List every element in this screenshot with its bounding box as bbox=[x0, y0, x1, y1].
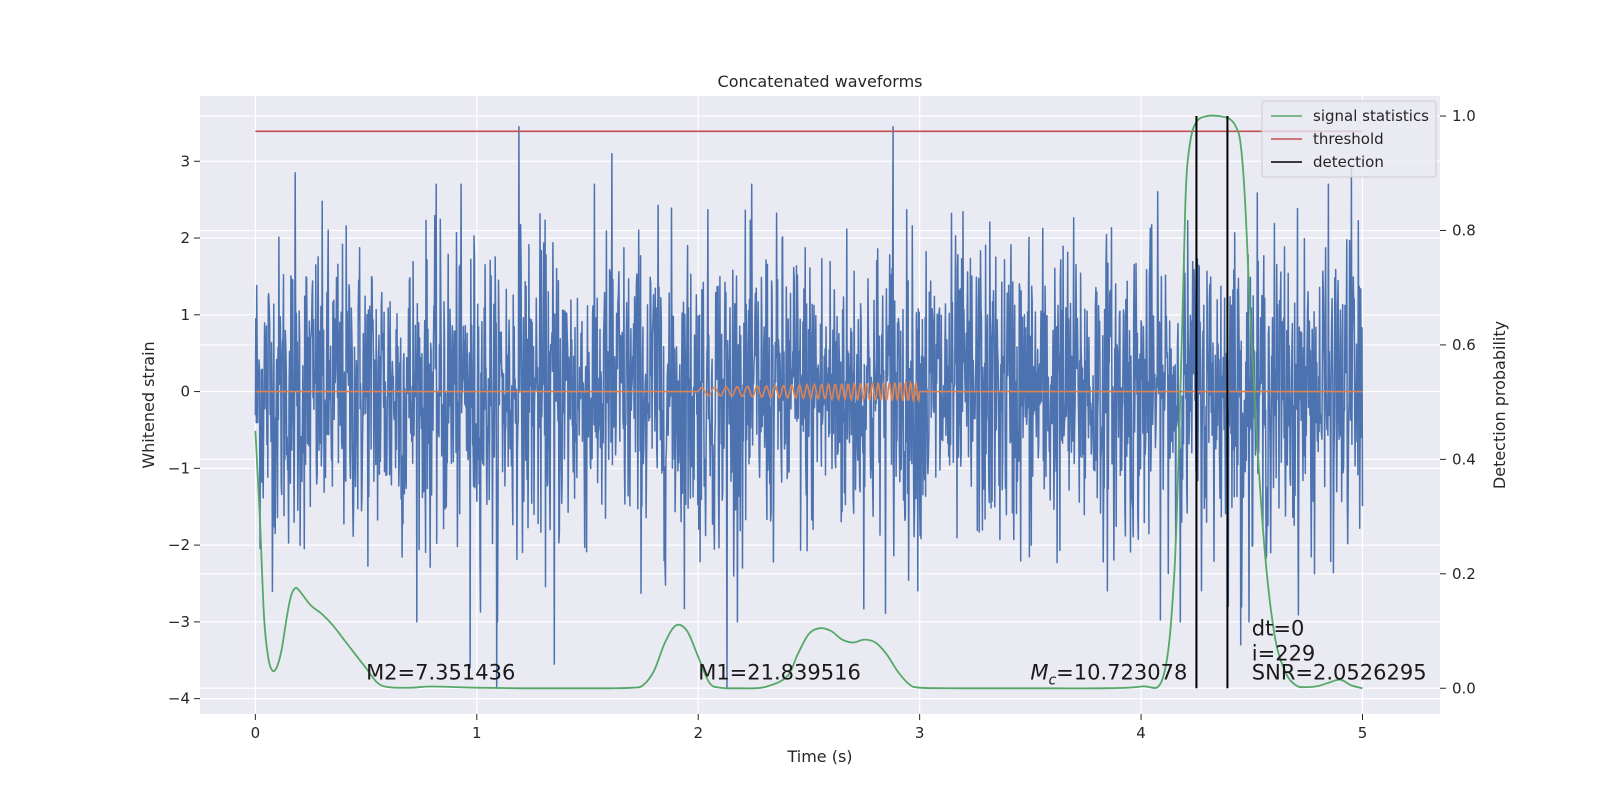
y-tick-label-5: −2 bbox=[168, 536, 190, 554]
whitened-strain-line bbox=[254, 125, 1364, 688]
y-right-tick-label-4: 0.2 bbox=[1452, 565, 1476, 583]
y-tick-label-1: 2 bbox=[180, 229, 190, 247]
detection-lines bbox=[1195, 116, 1229, 689]
annotation-1: M1=21.839516 bbox=[698, 660, 861, 684]
annotation-4: i=229 bbox=[1252, 641, 1316, 665]
annotations: M2=7.351436 M1=21.839516 Mc=10.723078 dt=0i… bbox=[366, 617, 1427, 689]
y-tick-label-3: 0 bbox=[180, 383, 190, 401]
x-tick-label-3: 3 bbox=[915, 724, 925, 742]
y-tick-label-6: −3 bbox=[168, 613, 190, 631]
x-axis-title: Time (s) bbox=[786, 747, 852, 766]
y-tick-label-4: −1 bbox=[168, 459, 190, 477]
signal-statistics-series bbox=[254, 114, 1363, 690]
annotation-0: M2=7.351436 bbox=[366, 660, 515, 684]
y-right-tick-label-1: 0.8 bbox=[1452, 221, 1476, 239]
annotation-3: dt=0 bbox=[1252, 617, 1305, 641]
y-right-tick-label-2: 0.6 bbox=[1452, 336, 1476, 354]
axes-ticks: 0 1 2 3 4 5 3 2 1 0 −1 −2 −3 −4 1.0 0.8 0.6 0.4 0.2 0.0 bbox=[168, 107, 1476, 742]
y-axis-title: Whitened strain bbox=[139, 341, 158, 468]
legend-label-threshold: threshold bbox=[1313, 130, 1384, 148]
legend: signal statistics threshold detection bbox=[1261, 100, 1437, 178]
y-tick-label-2: 1 bbox=[180, 306, 190, 324]
x-tick-label-0: 0 bbox=[251, 724, 261, 742]
whitened-strain-series bbox=[254, 125, 1364, 688]
y-right-tick-label-3: 0.4 bbox=[1452, 450, 1476, 468]
chart-title: Concatenated waveforms bbox=[718, 72, 923, 91]
x-tick-label-1: 1 bbox=[472, 724, 482, 742]
annotation-2: Mc=10.723078 bbox=[1030, 660, 1187, 688]
injected-chirp-series bbox=[255, 379, 1363, 404]
plot-content bbox=[254, 114, 1364, 690]
y-axis-right-title: Detection probability bbox=[1490, 321, 1509, 489]
injected-chirp-line bbox=[255, 379, 1363, 404]
y-right-tick-label-0: 1.0 bbox=[1452, 107, 1476, 125]
y-right-tick-label-5: 0.0 bbox=[1452, 679, 1476, 697]
y-tick-label-0: 3 bbox=[180, 152, 190, 170]
x-tick-label-5: 5 bbox=[1358, 724, 1368, 742]
legend-label-signal-statistics: signal statistics bbox=[1313, 107, 1429, 125]
x-tick-label-4: 4 bbox=[1136, 724, 1146, 742]
y-tick-label-7: −4 bbox=[168, 690, 190, 708]
annotation-5: SNR=2.0526295 bbox=[1252, 660, 1427, 684]
x-tick-label-2: 2 bbox=[693, 724, 703, 742]
legend-label-detection: detection bbox=[1313, 153, 1384, 171]
signal-statistics-line bbox=[254, 114, 1363, 690]
legend-frame bbox=[1261, 100, 1437, 178]
